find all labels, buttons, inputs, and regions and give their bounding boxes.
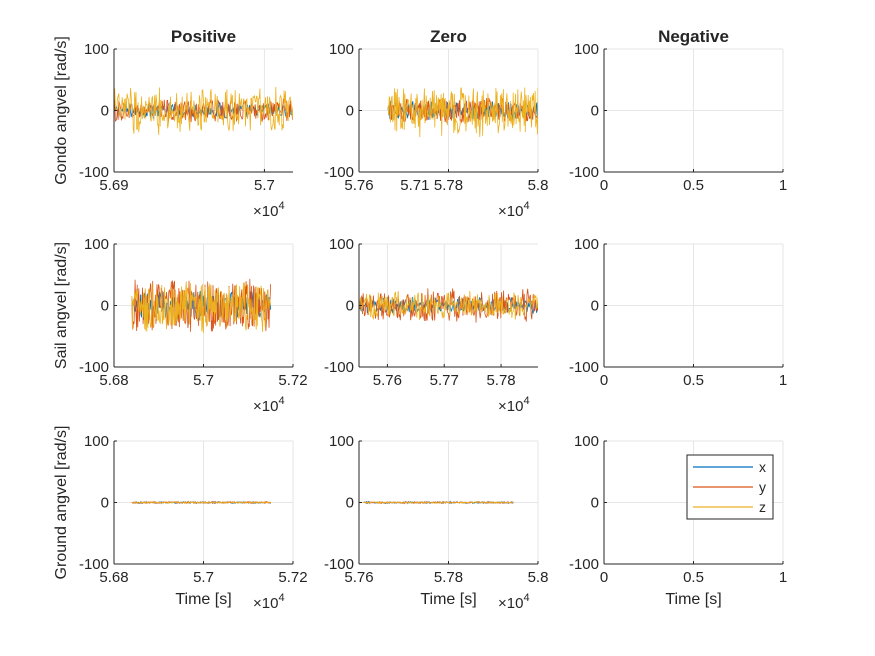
- x-exponent-label: ×104: [253, 200, 285, 220]
- x-exponent-label: ×104: [498, 200, 530, 220]
- series-z-line: [114, 86, 293, 135]
- y-axis-label: Sail angvel [rad/s]: [53, 242, 70, 369]
- x-tick-label: 5.8: [528, 569, 549, 586]
- y-tick-label: -100: [324, 556, 354, 573]
- subplot-r1-c1: 5.76 5.77 5.78 -100 0 100 ×104: [324, 236, 538, 415]
- y-tick-label: -100: [79, 359, 109, 376]
- x-axis-label: Time [s]: [665, 591, 721, 608]
- series-z-line: [363, 501, 514, 504]
- y-tick-label: 100: [84, 41, 109, 58]
- y-axis-label: Gondo angvel [rad/s]: [53, 36, 70, 185]
- y-tick-label: -100: [569, 556, 599, 573]
- x-tick-label: 0.5: [683, 372, 704, 389]
- x-tick-label: 5.77: [430, 372, 459, 389]
- y-tick-label: 0: [346, 103, 354, 120]
- y-tick-label: -100: [569, 164, 599, 181]
- subplot-title: Zero: [430, 27, 467, 46]
- y-tick-label: 100: [329, 433, 354, 450]
- x-tick-label: 5.72: [278, 569, 307, 586]
- y-tick-label: 100: [84, 433, 109, 450]
- y-tick-label: 0: [101, 495, 109, 512]
- series-z-line: [131, 281, 272, 333]
- series-z-line: [131, 501, 271, 505]
- subplot-r0-c0: 5.69 5.7 5.71 -100 0 100 ×104 Positive Gondo ang…: [53, 27, 429, 220]
- y-tick-label: 0: [346, 298, 354, 315]
- y-tick-label: 0: [591, 298, 599, 315]
- y-tick-label: -100: [569, 359, 599, 376]
- subplot-r0-c1: 5.76 5.78 5.8 -100 0 100 ×104 Zero: [324, 27, 548, 220]
- legend-entry-x: x: [759, 459, 766, 475]
- x-exponent-label: ×104: [498, 395, 530, 415]
- y-tick-label: -100: [79, 164, 109, 181]
- x-tick-label: 5.78: [486, 372, 515, 389]
- x-tick-label: 0: [600, 569, 608, 586]
- x-tick-label: 5.76: [344, 177, 373, 194]
- y-tick-label: 0: [591, 495, 599, 512]
- series-z-line: [387, 87, 538, 138]
- x-tick-label: 5.78: [434, 177, 463, 194]
- y-tick-label: -100: [79, 556, 109, 573]
- subplot-r2-c1: 5.76 5.78 5.8 -100 0 100 ×104 Time [s]: [324, 433, 548, 612]
- x-tick-label: 5.7: [193, 372, 214, 389]
- y-tick-label: 100: [574, 433, 599, 450]
- x-tick-label: 5.71: [400, 177, 429, 194]
- y-tick-label: 100: [329, 236, 354, 253]
- y-axis-label: Ground angvel [rad/s]: [53, 426, 70, 580]
- x-tick-label: 1: [779, 569, 787, 586]
- subplot-title: Negative: [658, 27, 729, 46]
- x-exponent-label: ×104: [253, 395, 285, 415]
- x-tick-label: 5.8: [528, 177, 549, 194]
- subplot-r1-c0: 5.68 5.7 5.72 -100 0 100 ×104 Sail angvel [rad/…: [53, 236, 308, 415]
- x-tick-label: 5.72: [278, 372, 307, 389]
- legend: xyz: [686, 454, 774, 520]
- x-exponent-label: ×104: [498, 592, 530, 612]
- y-tick-label: 100: [574, 236, 599, 253]
- x-tick-label: 5.68: [99, 569, 128, 586]
- x-tick-label: 0: [600, 372, 608, 389]
- x-tick-label: 5.7: [193, 569, 214, 586]
- x-exponent-label: ×104: [253, 592, 285, 612]
- y-tick-label: -100: [324, 164, 354, 181]
- x-tick-label: 0.5: [683, 569, 704, 586]
- x-tick-label: 5.7: [254, 177, 275, 194]
- subplot-r2-c0: 5.68 5.7 5.72 -100 0 100 ×104 Ground angvel [ra…: [53, 426, 308, 612]
- x-tick-label: 5.68: [99, 372, 128, 389]
- legend-entry-z: z: [759, 499, 766, 515]
- x-tick-label: 5.76: [344, 569, 373, 586]
- y-tick-label: 100: [574, 41, 599, 58]
- y-tick-label: -100: [324, 359, 354, 376]
- y-tick-label: 0: [346, 495, 354, 512]
- x-tick-label: 1: [779, 372, 787, 389]
- x-tick-label: 0.5: [683, 177, 704, 194]
- legend-entry-y: y: [759, 479, 766, 495]
- series-z-line: [359, 290, 538, 321]
- y-tick-label: 0: [101, 103, 109, 120]
- x-tick-label: 5.76: [373, 372, 402, 389]
- x-axis-label: Time [s]: [420, 591, 476, 608]
- subplot-title: Positive: [171, 27, 236, 46]
- x-axis-label: Time [s]: [175, 591, 231, 608]
- y-tick-label: 100: [84, 236, 109, 253]
- x-tick-label: 5.78: [434, 569, 463, 586]
- x-tick-label: 0: [600, 177, 608, 194]
- x-tick-label: 5.69: [99, 177, 128, 194]
- y-tick-label: 0: [101, 298, 109, 315]
- y-tick-label: 100: [329, 41, 354, 58]
- x-tick-label: 1: [779, 177, 787, 194]
- y-tick-label: 0: [591, 103, 599, 120]
